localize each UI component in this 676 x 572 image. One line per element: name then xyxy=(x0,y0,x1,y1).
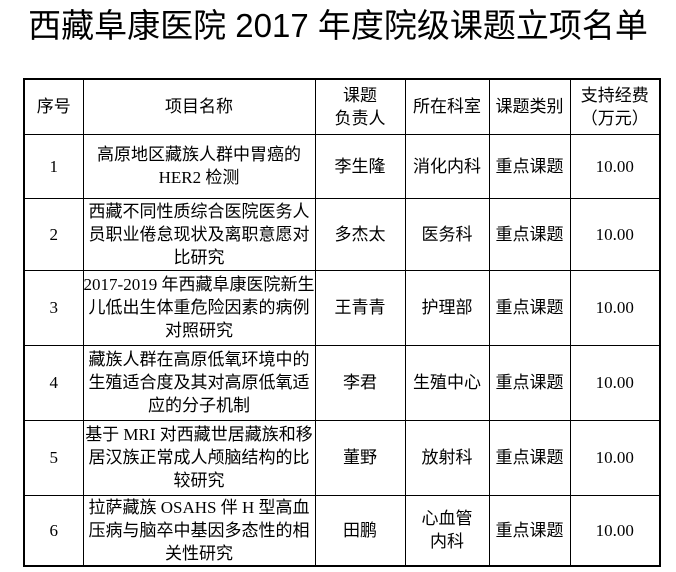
cell-leader: 董野 xyxy=(314,419,406,496)
header-cell-department: 所在科室 xyxy=(404,78,490,135)
cell-funding: 10.00 xyxy=(569,133,661,199)
header-cell-leader: 课题 负责人 xyxy=(314,78,406,135)
cell-serial: 6 xyxy=(23,494,84,567)
table-header-row: 序号 项目名称 课题 负责人 所在科室 课题类别 支持经费 （万元） xyxy=(23,78,661,135)
header-cell-category: 课题类别 xyxy=(488,78,571,135)
cell-category: 重点课题 xyxy=(488,269,571,346)
cell-category: 重点课题 xyxy=(488,133,571,199)
cell-serial: 5 xyxy=(23,419,84,496)
cell-category: 重点课题 xyxy=(488,419,571,496)
cell-project-name: 2017-2019 年西藏阜康医院新生儿低出生体重危险因素的病例对照研究 xyxy=(82,269,316,346)
cell-leader: 李生隆 xyxy=(314,133,406,199)
header-cell-project-name: 项目名称 xyxy=(82,78,316,135)
cell-serial: 3 xyxy=(23,269,84,346)
cell-department: 消化内科 xyxy=(404,133,490,199)
table-row: 1 高原地区藏族人群中胃癌的HER2 检测 李生隆 消化内科 重点课题 10.0… xyxy=(23,133,661,199)
cell-project-name: 基于 MRI 对西藏世居藏族和移居汉族正常成人颅脑结构的比较研究 xyxy=(82,419,316,496)
cell-leader: 王青青 xyxy=(314,269,406,346)
header-cell-serial: 序号 xyxy=(23,78,84,135)
cell-leader: 田鹏 xyxy=(314,494,406,567)
cell-department: 生殖中心 xyxy=(404,344,490,421)
cell-funding: 10.00 xyxy=(569,269,661,346)
table-row: 6 拉萨藏族 OSAHS 伴 H 型高血压病与脑卒中基因多态性的相关性研究 田鹏… xyxy=(23,494,661,567)
cell-serial: 1 xyxy=(23,133,84,199)
cell-project-name: 高原地区藏族人群中胃癌的HER2 检测 xyxy=(82,133,316,199)
cell-category: 重点课题 xyxy=(488,344,571,421)
table-row: 3 2017-2019 年西藏阜康医院新生儿低出生体重危险因素的病例对照研究 王… xyxy=(23,269,661,346)
cell-department: 放射科 xyxy=(404,419,490,496)
cell-project-name: 西藏不同性质综合医院医务人员职业倦怠现状及离职意愿对比研究 xyxy=(82,197,316,271)
cell-department: 护理部 xyxy=(404,269,490,346)
table-row: 5 基于 MRI 对西藏世居藏族和移居汉族正常成人颅脑结构的比较研究 董野 放射… xyxy=(23,419,661,496)
cell-funding: 10.00 xyxy=(569,197,661,271)
cell-department: 心血管 内科 xyxy=(404,494,490,567)
cell-project-name: 藏族人群在高原低氧环境中的生殖适合度及其对高原低氧适应的分子机制 xyxy=(82,344,316,421)
cell-category: 重点课题 xyxy=(488,494,571,567)
header-cell-funding: 支持经费 （万元） xyxy=(569,78,661,135)
table-row: 2 西藏不同性质综合医院医务人员职业倦怠现状及离职意愿对比研究 多杰太 医务科 … xyxy=(23,197,661,271)
cell-serial: 2 xyxy=(23,197,84,271)
cell-leader: 多杰太 xyxy=(314,197,406,271)
cell-project-name: 拉萨藏族 OSAHS 伴 H 型高血压病与脑卒中基因多态性的相关性研究 xyxy=(82,494,316,567)
cell-funding: 10.00 xyxy=(569,419,661,496)
cell-funding: 10.00 xyxy=(569,344,661,421)
cell-department: 医务科 xyxy=(404,197,490,271)
table-row: 4 藏族人群在高原低氧环境中的生殖适合度及其对高原低氧适应的分子机制 李君 生殖… xyxy=(23,344,661,421)
project-table: 序号 项目名称 课题 负责人 所在科室 课题类别 支持经费 （万元） 1 高原地… xyxy=(23,78,661,567)
page-title: 西藏阜康医院 2017 年度院级课题立项名单 xyxy=(28,7,648,44)
cell-category: 重点课题 xyxy=(488,197,571,271)
cell-serial: 4 xyxy=(23,344,84,421)
cell-funding: 10.00 xyxy=(569,494,661,567)
cell-leader: 李君 xyxy=(314,344,406,421)
